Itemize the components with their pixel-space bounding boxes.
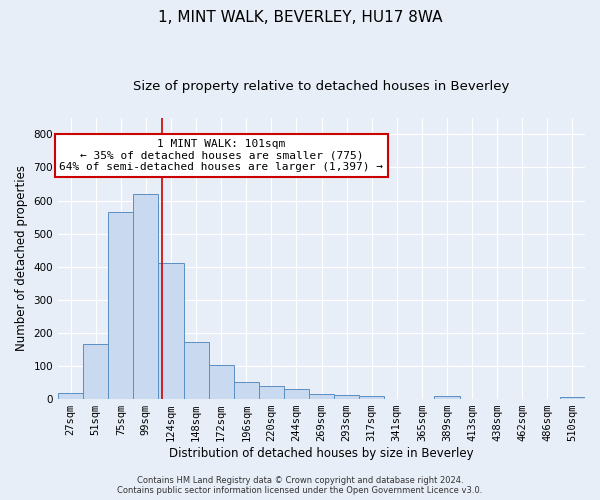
- Title: Size of property relative to detached houses in Beverley: Size of property relative to detached ho…: [133, 80, 510, 93]
- Text: 1 MINT WALK: 101sqm
← 35% of detached houses are smaller (775)
64% of semi-detac: 1 MINT WALK: 101sqm ← 35% of detached ho…: [59, 139, 383, 172]
- Bar: [359, 396, 384, 399]
- Text: 1, MINT WALK, BEVERLEY, HU17 8WA: 1, MINT WALK, BEVERLEY, HU17 8WA: [158, 10, 442, 25]
- Bar: [83, 344, 108, 399]
- X-axis label: Distribution of detached houses by size in Beverley: Distribution of detached houses by size …: [169, 447, 474, 460]
- Bar: [133, 194, 158, 399]
- Bar: [184, 342, 209, 399]
- Text: Contains HM Land Registry data © Crown copyright and database right 2024.
Contai: Contains HM Land Registry data © Crown c…: [118, 476, 482, 495]
- Bar: [158, 262, 184, 399]
- Bar: [560, 397, 585, 399]
- Bar: [309, 394, 334, 399]
- Bar: [233, 382, 259, 399]
- Bar: [58, 393, 83, 399]
- Bar: [284, 389, 309, 399]
- Bar: [434, 396, 460, 399]
- Bar: [334, 395, 359, 399]
- Bar: [108, 212, 133, 399]
- Bar: [259, 386, 284, 399]
- Bar: [209, 365, 233, 399]
- Y-axis label: Number of detached properties: Number of detached properties: [15, 166, 28, 352]
